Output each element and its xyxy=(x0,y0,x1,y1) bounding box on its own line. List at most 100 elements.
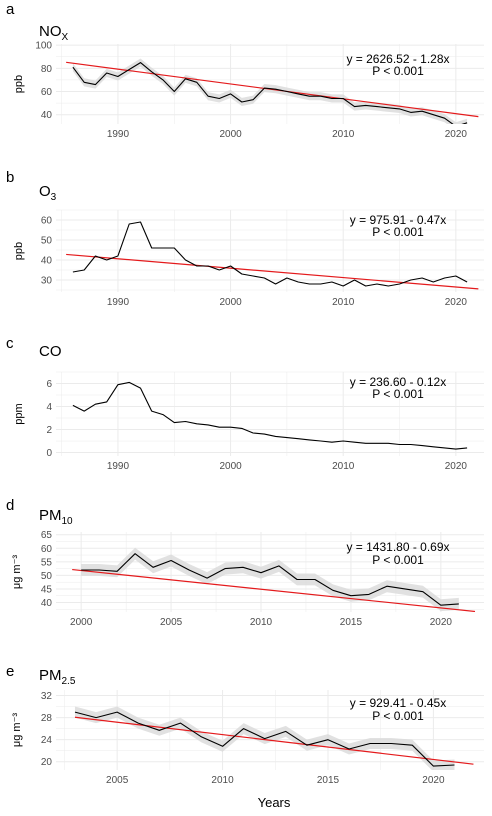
chart-panel-b: 30 40 50 60 1990 2000 2010 2020 b O3 ppb y = 975.91… xyxy=(6,169,484,308)
y-tick-label: 40 xyxy=(41,110,53,121)
plot-area xyxy=(74,706,474,770)
x-tick-label: 2005 xyxy=(160,617,183,628)
y-tick-label: 4 xyxy=(46,402,52,413)
y-tick-label: 65 xyxy=(41,530,53,541)
series-line xyxy=(72,221,468,287)
x-tick-label: 2000 xyxy=(219,461,242,472)
y-tick-label: 80 xyxy=(41,64,53,75)
x-tick-label: 2010 xyxy=(332,129,355,140)
regression-equation: y = 2626.52 - 1.28x xyxy=(346,52,449,66)
panel-title-main: PM xyxy=(39,667,62,684)
confidence-band xyxy=(72,58,468,124)
trend-line xyxy=(66,253,479,290)
panel-letter: c xyxy=(6,335,14,352)
p-value: P < 0.001 xyxy=(372,225,424,239)
p-value: P < 0.001 xyxy=(372,553,424,567)
x-tick-label: 2015 xyxy=(317,775,340,786)
panel-title: O3 xyxy=(39,183,57,203)
x-tick-label: 2020 xyxy=(445,297,468,308)
regression-equation: y = 929.41 - 0.45x xyxy=(350,696,446,710)
p-value: P < 0.001 xyxy=(372,64,424,78)
y-tick-label: 60 xyxy=(41,216,53,227)
series-line xyxy=(72,381,468,450)
chart-panel-c: 0 2 4 6 1990 2000 2010 2020 c CO ppm y = 236.60 - 0… xyxy=(6,335,484,523)
y-tick-label: 28 xyxy=(41,713,53,724)
regression-equation: y = 975.91 - 0.47x xyxy=(350,213,446,227)
y-tick-label: 20 xyxy=(41,757,53,768)
x-tick-label: 2020 xyxy=(445,461,468,472)
regression-equation: y = 1431.80 - 0.69x xyxy=(346,540,449,554)
series-line xyxy=(81,553,459,606)
panel-title: PM2.5 xyxy=(39,667,76,687)
y-tick-label: 32 xyxy=(41,691,53,702)
y-axis-title: μg m⁻³ xyxy=(11,555,23,589)
panel-title-subscript: X xyxy=(62,32,69,43)
x-tick-label: 2000 xyxy=(70,617,93,628)
panel-title-subscript: 2.5 xyxy=(62,676,76,687)
y-tick-label: 50 xyxy=(41,571,53,582)
series-line xyxy=(72,62,468,124)
y-tick-label: 2 xyxy=(46,425,52,436)
y-tick-label: 40 xyxy=(41,256,53,267)
y-tick-label: 40 xyxy=(41,598,53,609)
panel-title-main: O xyxy=(39,183,51,200)
plot-area xyxy=(66,58,479,124)
panel-letter: e xyxy=(6,663,14,680)
panel-title-subscript: 3 xyxy=(51,192,57,203)
panel-title: PM10 xyxy=(39,507,73,527)
y-axis-title: ppm xyxy=(13,403,25,424)
y-axis-title: ppb xyxy=(13,75,25,93)
y-tick-label: 30 xyxy=(41,276,53,287)
y-tick-label: 50 xyxy=(41,236,53,247)
x-tick-label: 2010 xyxy=(250,617,273,628)
chart-panel-d: 40 45 50 55 60 65 2000 2005 2010 2015 2020 d PM10 μg … xyxy=(6,497,484,628)
trend-line xyxy=(74,716,474,765)
y-axis-title: ppb xyxy=(13,242,25,260)
y-tick-label: 100 xyxy=(35,41,52,52)
panel-title-subscript: 10 xyxy=(62,516,74,527)
panel-letter: a xyxy=(6,1,15,18)
x-tick-label: 1990 xyxy=(107,129,130,140)
trend-line xyxy=(66,472,478,523)
x-tick-label: 2000 xyxy=(219,129,242,140)
y-tick-label: 0 xyxy=(46,448,52,459)
x-axis-title: Years xyxy=(258,795,291,810)
plot-area xyxy=(66,221,479,290)
x-tick-label: 1990 xyxy=(107,297,130,308)
x-tick-label: 2010 xyxy=(211,775,234,786)
panel-title: CO xyxy=(39,343,62,360)
x-tick-label: 1990 xyxy=(107,461,130,472)
plot-area xyxy=(72,547,476,612)
x-tick-label: 2010 xyxy=(332,461,355,472)
y-tick-label: 24 xyxy=(41,735,53,746)
panel-letter: d xyxy=(6,497,14,514)
panel-title-main: NO xyxy=(39,23,62,40)
confidence-band xyxy=(81,547,459,612)
panel-title-main: CO xyxy=(39,343,62,360)
y-tick-label: 60 xyxy=(41,544,53,555)
series-line xyxy=(74,711,455,767)
y-tick-label: 45 xyxy=(41,584,53,595)
regression-equation: y = 236.60 - 0.12x xyxy=(350,375,446,389)
plot-area xyxy=(66,381,478,523)
trend-line xyxy=(66,61,479,118)
y-axis-title: μg m⁻³ xyxy=(11,713,23,747)
p-value: P < 0.001 xyxy=(372,709,424,723)
y-tick-label: 6 xyxy=(46,379,52,390)
p-value: P < 0.001 xyxy=(372,387,424,401)
x-tick-label: 2000 xyxy=(219,297,242,308)
x-tick-label: 2020 xyxy=(445,129,468,140)
x-tick-label: 2015 xyxy=(340,617,363,628)
trend-line xyxy=(72,568,476,612)
y-tick-label: 60 xyxy=(41,87,53,98)
panel-letter: b xyxy=(6,169,14,186)
y-tick-label: 55 xyxy=(41,557,53,568)
chart-panel-e: 20 24 28 32 2005 2010 2015 2020 e PM2.5 μg m⁻³ y = … xyxy=(6,663,484,786)
panel-title: NOX xyxy=(39,23,69,43)
x-tick-label: 2020 xyxy=(422,775,445,786)
panel-title-main: PM xyxy=(39,507,62,524)
x-tick-label: 2020 xyxy=(430,617,453,628)
